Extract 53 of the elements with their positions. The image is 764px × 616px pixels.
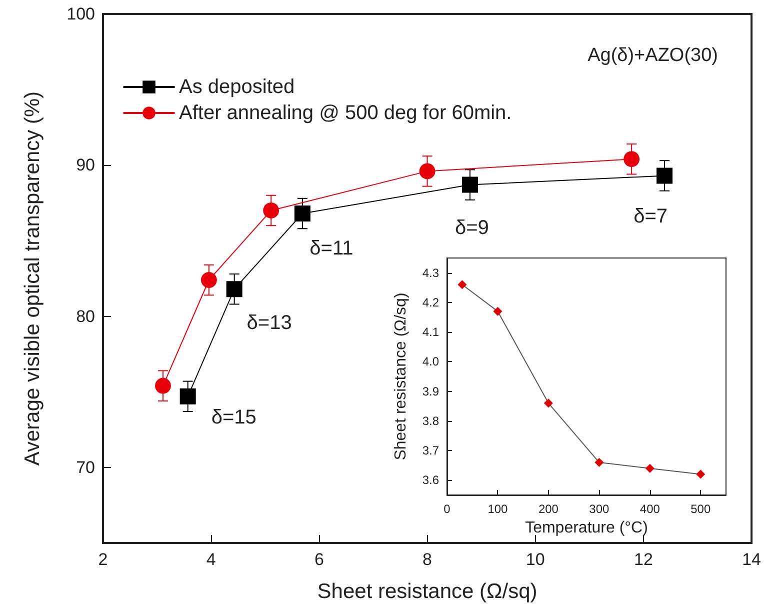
- point: [544, 398, 553, 408]
- annotation: δ=15: [211, 406, 256, 428]
- x-tick-label: 2: [98, 550, 108, 569]
- point: [645, 464, 654, 473]
- legend-label: As deposited: [179, 76, 295, 98]
- x-tick-label: 6: [314, 550, 324, 569]
- point: [294, 206, 310, 222]
- point: [419, 163, 436, 180]
- point: [458, 280, 467, 290]
- x-tick-label: 400: [640, 502, 660, 516]
- legend-label: After annealing @ 500 deg for 60min.: [179, 102, 512, 124]
- annotation: δ=9: [455, 216, 489, 239]
- point: [155, 378, 171, 394]
- y-tick-label: 4.3: [422, 266, 440, 280]
- x-tick-label: 10: [526, 550, 545, 569]
- y-tick-label: 4.2: [422, 295, 440, 310]
- point: [696, 470, 706, 479]
- x-tick-label: 8: [422, 550, 432, 569]
- point: [624, 151, 640, 168]
- annotation: δ=11: [310, 238, 354, 260]
- x-tick-label: 500: [690, 502, 711, 516]
- point: [462, 176, 478, 193]
- x-axis-title: Sheet resistance (Ω/sq): [317, 580, 538, 603]
- point: [200, 272, 217, 288]
- y-axis-title: Average visible optical transparency (%): [21, 91, 44, 466]
- point: [493, 306, 502, 316]
- x-tick-label: 12: [634, 550, 653, 569]
- y-tick-label: 3.6: [422, 473, 440, 488]
- annotation: δ=7: [634, 206, 668, 228]
- y-tick-label: 100: [66, 4, 95, 24]
- point: [226, 281, 242, 298]
- x-axis-title: Temperature (°C): [525, 519, 648, 536]
- point: [180, 388, 196, 404]
- annotation: δ=13: [246, 312, 292, 334]
- point: [263, 202, 280, 218]
- x-tick-label: 0: [444, 502, 451, 516]
- y-tick-label: 70: [76, 458, 95, 477]
- y-tick-label: 3.7: [422, 444, 440, 458]
- y-tick-label: 3.8: [422, 414, 440, 428]
- x-tick-label: 200: [538, 502, 559, 516]
- y-tick-label: 4.1: [422, 325, 440, 340]
- point: [594, 458, 604, 467]
- x-tick-label: 100: [488, 502, 508, 516]
- y-tick-label: 90: [76, 156, 95, 175]
- y-tick-label: 4.0: [422, 354, 440, 369]
- y-tick-label: 3.9: [422, 384, 440, 398]
- x-tick-label: 4: [206, 550, 216, 569]
- x-tick-label: 14: [742, 550, 762, 569]
- annotation: Ag(δ)+AZO(30): [588, 45, 718, 66]
- point: [656, 168, 673, 184]
- x-tick-label: 300: [589, 502, 610, 516]
- y-axis-title: Sheet resistance (Ω/sq): [392, 292, 410, 460]
- y-tick-label: 80: [76, 306, 95, 326]
